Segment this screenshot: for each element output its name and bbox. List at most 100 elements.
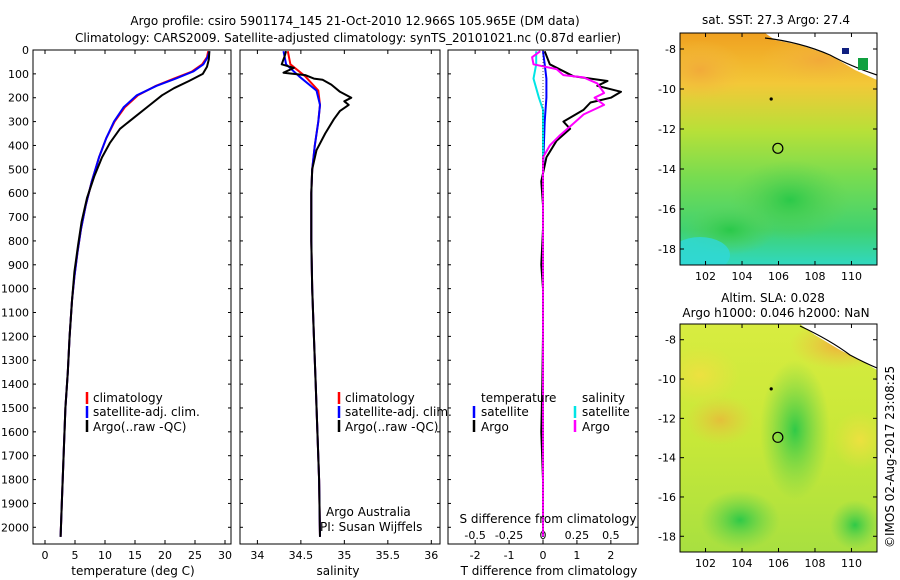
- legend-label-t-satellite: satellite: [481, 405, 529, 419]
- map-y-tick-label: -12: [658, 412, 676, 425]
- depth-tick-label: 200: [8, 92, 29, 105]
- legend-heading-temperature: temperature: [481, 391, 556, 405]
- map-y-tick-label: -18: [658, 530, 676, 543]
- map-x-tick-label: 106: [768, 270, 789, 283]
- sst-map-ticks: 102 104 106 108 110 -8 -10 -12 -14 -16 -18: [658, 33, 877, 283]
- map-x-tick-label: 108: [804, 557, 825, 570]
- map-y-tick-label: -14: [658, 163, 676, 176]
- legend-label-s-argo: Argo: [582, 420, 610, 434]
- legend-label-s-satellite: satellite: [582, 405, 630, 419]
- x-tick-label: 30: [218, 549, 232, 562]
- depth-tick-label: 800: [8, 235, 29, 248]
- depth-tick-label: 1800: [1, 474, 29, 487]
- imos-credit: ©IMOS 02-Aug-2017 23:08:25: [883, 366, 897, 548]
- x-tick-label: 36: [424, 549, 438, 562]
- x-tick-label: 15: [128, 549, 142, 562]
- map-y-tick-label: -16: [658, 491, 676, 504]
- difference-legend: temperature salinity satellite Argo sate…: [472, 391, 630, 434]
- x-tick-label: 25: [188, 549, 202, 562]
- difference-series: [531, 50, 622, 544]
- series-line-argo-raw-qc-: [59, 51, 211, 537]
- s-tick-label: 0.5: [602, 529, 620, 542]
- x-tick-label: 5: [72, 549, 79, 562]
- x-tick-label: -2: [470, 549, 481, 562]
- legend-label-argo: Argo(..raw -QC): [345, 420, 438, 434]
- map-x-tick-label: 110: [841, 270, 862, 283]
- map-x-tick-label: 106: [768, 557, 789, 570]
- depth-tick-label: 1700: [1, 450, 29, 463]
- depth-tick-label: 1400: [1, 378, 29, 391]
- depth-tick-label: 600: [8, 187, 29, 200]
- island-dot: [769, 387, 773, 391]
- depth-axis-ticks: 0 100 200 300 400 500 600 700 800 900 1000 1100 1200…: [1, 44, 638, 534]
- sla-map-title: Altim. SLA: 0.028: [721, 291, 825, 305]
- x-tick-label: 35.5: [376, 549, 401, 562]
- sla-map-subtitle: Argo h1000: 0.046 h2000: NaN: [682, 306, 869, 320]
- sst-map-field: [680, 33, 877, 265]
- map-y-tick-label: -18: [658, 243, 676, 256]
- x-tick-label: 20: [158, 549, 172, 562]
- s-tick-label: -0.25: [495, 529, 523, 542]
- sla-map-field: [680, 324, 877, 552]
- annotation-pi: PI: Susan Wijffels: [320, 520, 422, 534]
- depth-tick-label: 400: [8, 139, 29, 152]
- difference-ticks: -2 -1 0 1 2-0.5 -0.25 0 0.25 0.5: [464, 50, 620, 562]
- series-line-argo-raw-qc-: [280, 50, 353, 537]
- sst-map-title: sat. SST: 27.3 Argo: 27.4: [702, 13, 850, 27]
- depth-tick-label: 1300: [1, 354, 29, 367]
- depth-tick-label: 1000: [1, 283, 29, 296]
- temperature-axes: [32, 49, 232, 545]
- depth-tick-label: 1200: [1, 330, 29, 343]
- header-line-1: Argo profile: csiro 5901174_145 21-Oct-2…: [130, 14, 579, 28]
- map-y-tick-label: -8: [665, 43, 676, 56]
- legend-label-climatology: climatology: [345, 391, 415, 405]
- depth-tick-label: 1900: [1, 497, 29, 510]
- salinity-legend: climatology satellite-adj. clim. Argo(..…: [337, 391, 452, 434]
- temperature-legend: climatology satellite-adj. clim. Argo(..…: [85, 391, 200, 434]
- x-tick-label: -1: [504, 549, 515, 562]
- salinity-xlabel: salinity: [316, 564, 359, 578]
- x-tick-label: 0: [42, 549, 49, 562]
- s-tick-label: -0.5: [464, 529, 485, 542]
- depth-tick-label: 2000: [1, 521, 29, 534]
- map-x-tick-label: 102: [695, 270, 716, 283]
- temperature-ticks: 0 5 10 15 20 25 30: [42, 50, 232, 562]
- map-x-tick-label: 102: [695, 557, 716, 570]
- salinity-ticks: 34 34.5 35 35.5 36: [250, 50, 438, 562]
- depth-tick-label: 100: [8, 68, 29, 81]
- map-y-tick-label: -14: [658, 452, 676, 465]
- salinity-series: [280, 50, 353, 537]
- annotation-argo-australia: Argo Australia: [326, 505, 411, 519]
- map-y-tick-label: -8: [665, 334, 676, 347]
- map-x-tick-label: 110: [841, 557, 862, 570]
- header-line-2: Climatology: CARS2009. Satellite-adjuste…: [75, 31, 621, 45]
- series-line-s-argo: [531, 50, 606, 537]
- depth-tick-label: 1100: [1, 307, 29, 320]
- depth-tick-label: 1500: [1, 402, 29, 415]
- map-x-tick-label: 104: [732, 270, 753, 283]
- x-tick-label: 34.5: [289, 549, 314, 562]
- map-x-tick-label: 108: [804, 270, 825, 283]
- depth-tick-label: 1600: [1, 426, 29, 439]
- map-y-tick-label: -12: [658, 123, 676, 136]
- x-tick-label: 35: [337, 549, 351, 562]
- map-x-tick-label: 104: [732, 557, 753, 570]
- legend-label-t-argo: Argo: [481, 420, 509, 434]
- x-tick-label: 34: [250, 549, 264, 562]
- legend-label-climatology: climatology: [93, 391, 163, 405]
- depth-tick-label: 700: [8, 211, 29, 224]
- x-tick-label: 0: [540, 549, 547, 562]
- depth-tick-label: 300: [8, 116, 29, 129]
- profile-location-marker: [772, 142, 784, 154]
- profile-location-marker: [772, 431, 784, 443]
- map-y-tick-label: -10: [658, 83, 676, 96]
- depth-tick-label: 0: [22, 44, 29, 57]
- legend-heading-salinity: salinity: [582, 391, 625, 405]
- s-tick-label: 0.25: [565, 529, 590, 542]
- salinity-axes: [239, 49, 441, 545]
- map-y-tick-label: -16: [658, 203, 676, 216]
- island-dot: [769, 97, 773, 101]
- legend-label-argo: Argo(..raw -QC): [93, 420, 186, 434]
- sla-map-ticks: 102 104 106 108 110 -8 -10 -12 -14 -16 -18: [658, 324, 877, 570]
